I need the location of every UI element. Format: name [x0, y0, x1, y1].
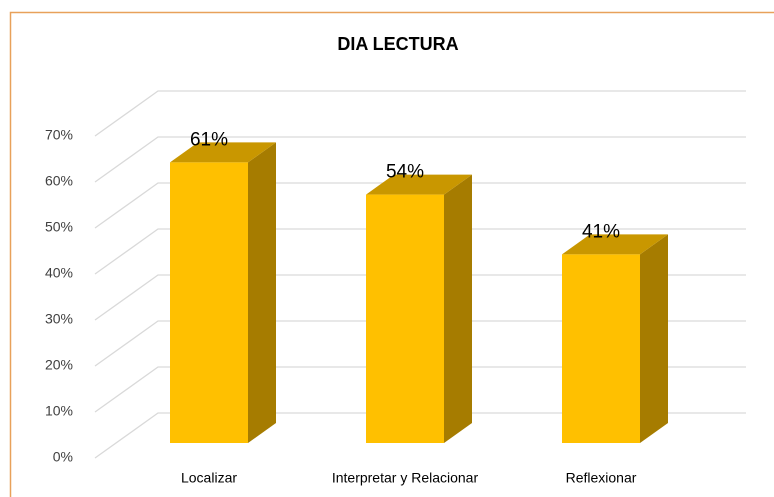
bar-side — [640, 234, 668, 443]
grid-line — [94, 136, 746, 183]
grid-line — [94, 320, 746, 367]
y-tick-label: 10% — [45, 403, 73, 419]
data-label: 41% — [582, 221, 620, 242]
chart-title: DIA LECTURA — [337, 34, 458, 54]
bar-top — [170, 142, 276, 163]
y-tick-label: 20% — [45, 357, 73, 373]
y-tick-label: 60% — [45, 173, 73, 189]
bar — [170, 162, 248, 443]
grid-line — [94, 366, 746, 413]
y-tick-label: 30% — [45, 311, 73, 327]
bar-side — [248, 142, 276, 443]
grid-line — [94, 182, 746, 229]
bar-side — [444, 174, 472, 443]
y-tick-label: 0% — [53, 449, 73, 465]
grid-line — [94, 228, 746, 275]
bar — [562, 254, 640, 443]
grid-line — [94, 274, 746, 321]
bar-top — [366, 174, 472, 195]
y-tick-label: 40% — [45, 265, 73, 281]
x-tick-label: Interpretar y Relacionar — [332, 470, 479, 486]
x-tick-label: Localizar — [181, 470, 237, 486]
grid-line — [94, 90, 746, 137]
x-tick-label: Reflexionar — [566, 470, 637, 486]
y-tick-label: 70% — [45, 127, 73, 143]
bar-top — [562, 234, 668, 255]
y-tick-label: 50% — [45, 219, 73, 235]
data-label: 61% — [190, 129, 228, 150]
grid-line — [94, 412, 746, 459]
bar — [366, 194, 444, 443]
data-label: 54% — [386, 162, 424, 183]
